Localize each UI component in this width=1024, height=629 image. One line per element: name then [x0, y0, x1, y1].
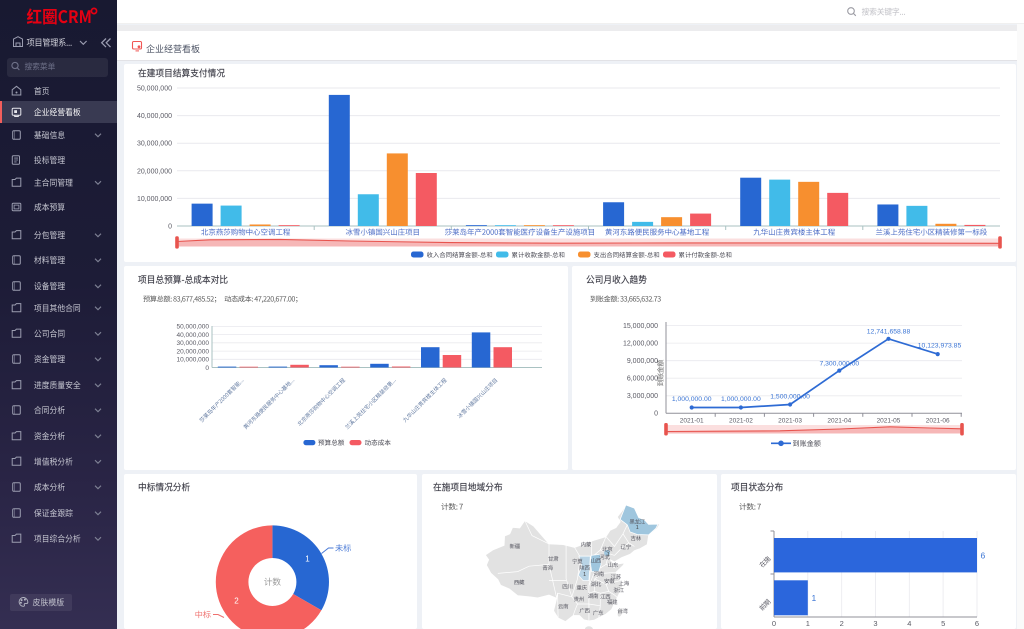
svg-text:1: 1: [583, 572, 586, 578]
svg-text:50,000,000: 50,000,000: [137, 86, 172, 93]
svg-text:2021-02: 2021-02: [729, 417, 753, 424]
svg-text:1,000,000.00: 1,000,000.00: [672, 396, 712, 403]
svg-text:30,000,000: 30,000,000: [137, 141, 172, 148]
svg-text:2: 2: [234, 597, 239, 606]
svg-text:20,000,000: 20,000,000: [176, 348, 209, 355]
svg-text:10,123,973.85: 10,123,973.85: [918, 343, 962, 350]
svg-text:10,000,000: 10,000,000: [176, 357, 209, 364]
svg-text:5: 5: [941, 619, 945, 628]
svg-text:6: 6: [981, 551, 986, 561]
svg-text:2021-06: 2021-06: [926, 417, 950, 424]
svg-text:1: 1: [636, 525, 639, 531]
svg-text:2021-01: 2021-01: [680, 417, 704, 424]
svg-text:9,000,000: 9,000,000: [627, 358, 658, 365]
svg-text:7,300,000.00: 7,300,000.00: [819, 361, 859, 368]
svg-text:3,000,000: 3,000,000: [627, 393, 658, 400]
svg-text:6: 6: [975, 619, 979, 628]
svg-text:1: 1: [812, 593, 817, 603]
svg-text:0: 0: [772, 619, 776, 628]
svg-text:1: 1: [806, 619, 810, 628]
svg-text:40,000,000: 40,000,000: [137, 113, 172, 120]
svg-text:10,000,000: 10,000,000: [137, 196, 172, 203]
svg-text:20,000,000: 20,000,000: [137, 168, 172, 175]
svg-text:4: 4: [907, 619, 911, 628]
svg-text:40,000,000: 40,000,000: [176, 332, 209, 339]
svg-text:2021-04: 2021-04: [827, 417, 851, 424]
svg-text:12,000,000: 12,000,000: [623, 341, 658, 348]
svg-text:12,741,658.88: 12,741,658.88: [867, 329, 911, 336]
svg-text:2: 2: [840, 619, 844, 628]
svg-text:1,000,000.00: 1,000,000.00: [721, 396, 761, 403]
svg-text:15,000,000: 15,000,000: [623, 323, 658, 330]
svg-text:1,500,000.00: 1,500,000.00: [770, 393, 810, 400]
svg-text:0: 0: [205, 365, 209, 372]
svg-text:1: 1: [607, 552, 610, 558]
svg-text:0: 0: [168, 224, 172, 231]
svg-text:2021-03: 2021-03: [778, 417, 802, 424]
svg-text:6,000,000: 6,000,000: [627, 376, 658, 383]
svg-text:1: 1: [305, 555, 310, 564]
svg-text:3: 3: [873, 619, 877, 628]
svg-text:30,000,000: 30,000,000: [176, 340, 209, 347]
svg-text:2021-05: 2021-05: [877, 417, 901, 424]
svg-text:50,000,000: 50,000,000: [176, 324, 209, 331]
svg-text:0: 0: [654, 411, 658, 418]
